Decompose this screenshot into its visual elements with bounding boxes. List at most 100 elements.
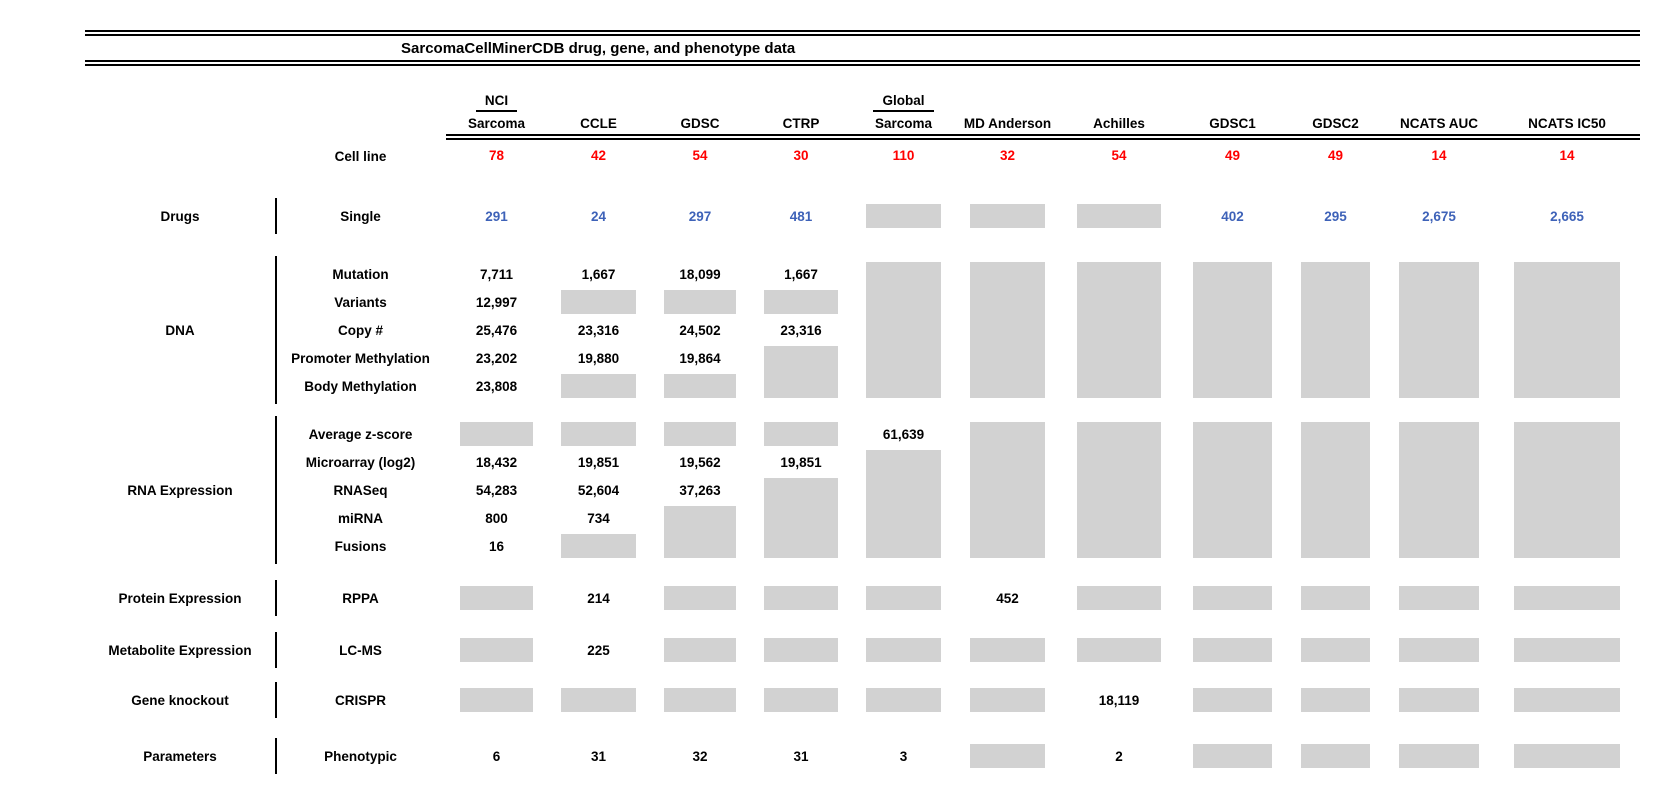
value-cell: 52,604 bbox=[577, 482, 620, 498]
data-unavailable-box bbox=[1399, 262, 1479, 398]
data-unavailable-box bbox=[969, 638, 1046, 662]
category-label: Parameters bbox=[143, 748, 217, 764]
column-header-ccle: CCLE bbox=[580, 116, 617, 132]
title-bottom-rule bbox=[85, 60, 1640, 66]
value-cell: 2,665 bbox=[1550, 208, 1584, 224]
column-header-sarcoma: Sarcoma bbox=[874, 116, 933, 132]
category-divider bbox=[275, 632, 277, 668]
section-drugs: Drugs Single 291 24 297 481 402 295 2,675 2,665 bbox=[85, 198, 1640, 234]
category-label: Protein Expression bbox=[118, 590, 242, 606]
value-cell: 19,562 bbox=[679, 454, 721, 470]
data-unavailable-box bbox=[561, 374, 636, 398]
value-cell: 61,639 bbox=[882, 426, 925, 442]
column-header-gdsc2: GDSC2 bbox=[1312, 116, 1359, 132]
value-cell: 31 bbox=[793, 748, 809, 764]
cell-line-count: 49 bbox=[1327, 147, 1344, 163]
data-unavailable-box bbox=[764, 346, 838, 398]
data-unavailable-box bbox=[866, 204, 941, 228]
column-group-underline: NCI bbox=[475, 93, 518, 112]
column-header-gdsc1: GDSC1 bbox=[1209, 116, 1256, 132]
column-header-gdsc: GDSC bbox=[680, 116, 720, 132]
category-label: DNA bbox=[165, 322, 195, 338]
value-cell: 31 bbox=[590, 748, 607, 764]
value-cell: 16 bbox=[488, 538, 505, 554]
data-unavailable-box bbox=[561, 534, 636, 558]
row-label: Mutation bbox=[332, 266, 389, 282]
data-unavailable-box bbox=[1399, 638, 1479, 662]
data-unavailable-box bbox=[1300, 688, 1371, 712]
data-unavailable-box bbox=[561, 422, 636, 446]
data-unavailable-box bbox=[866, 586, 941, 610]
row-label: LC-MS bbox=[339, 642, 382, 658]
data-unavailable-box bbox=[1399, 744, 1479, 768]
data-unavailable-box bbox=[1193, 586, 1272, 610]
data-unavailable-box bbox=[460, 586, 533, 610]
page-title: SarcomaCellMinerCDB drug, gene, and phen… bbox=[401, 39, 796, 57]
data-unavailable-box bbox=[1300, 638, 1371, 662]
data-unavailable-box bbox=[460, 638, 533, 662]
value-cell: 23,316 bbox=[780, 322, 822, 338]
category-divider bbox=[275, 738, 277, 774]
value-cell: 19,864 bbox=[679, 350, 721, 366]
data-unavailable-box bbox=[1076, 422, 1162, 558]
data-unavailable-box bbox=[866, 688, 941, 712]
column-header-achilles: Achilles bbox=[1093, 116, 1145, 132]
cell-line-count: 49 bbox=[1224, 147, 1241, 163]
data-unavailable-box bbox=[1193, 638, 1272, 662]
column-group-label-global: Global bbox=[852, 90, 955, 112]
category-divider bbox=[275, 580, 277, 616]
value-cell: 291 bbox=[485, 208, 508, 224]
data-unavailable-box bbox=[764, 290, 838, 314]
value-cell: 18,099 bbox=[679, 266, 721, 282]
data-unavailable-box bbox=[1193, 744, 1272, 768]
row-label: Body Methylation bbox=[304, 378, 417, 394]
value-cell: 452 bbox=[996, 590, 1019, 606]
row-label: Phenotypic bbox=[324, 748, 397, 764]
value-cell: 18,119 bbox=[1098, 692, 1140, 708]
cell-line-count: 42 bbox=[590, 147, 607, 163]
data-unavailable-box bbox=[866, 262, 941, 398]
value-cell: 402 bbox=[1221, 208, 1244, 224]
data-unavailable-box bbox=[1399, 586, 1479, 610]
data-unavailable-box bbox=[1076, 262, 1162, 398]
row-label: Fusions bbox=[334, 538, 387, 554]
value-cell: 32 bbox=[692, 748, 708, 764]
data-unavailable-box bbox=[1300, 422, 1371, 558]
data-unavailable-box bbox=[969, 744, 1046, 768]
data-unavailable-box bbox=[1514, 422, 1620, 558]
data-unavailable-box bbox=[460, 688, 533, 712]
cell-line-count: 78 bbox=[488, 147, 505, 163]
category-label: Metabolite Expression bbox=[108, 642, 252, 658]
row-label: Promoter Methylation bbox=[291, 350, 430, 366]
header-grid: Cell line NCI Sarcoma 78 CCLE 42 GDSC 54 CTRP 30… bbox=[85, 90, 1640, 170]
data-unavailable-box bbox=[1300, 744, 1371, 768]
value-cell: 37,263 bbox=[679, 482, 721, 498]
column-header-ctrp: CTRP bbox=[782, 116, 820, 132]
section-rna-expression: RNA Expression Average z-score 61,639 Micro… bbox=[85, 416, 1640, 564]
value-cell: 19,880 bbox=[577, 350, 620, 366]
value-cell: 18,432 bbox=[475, 454, 518, 470]
value-cell: 225 bbox=[587, 642, 610, 658]
cell-line-count: 54 bbox=[692, 147, 708, 163]
row-label: Microarray (log2) bbox=[305, 454, 416, 470]
category-divider bbox=[275, 198, 277, 234]
column-header-md-anderson: MD Anderson bbox=[963, 116, 1052, 132]
category-label: Drugs bbox=[160, 208, 200, 224]
data-unavailable-box bbox=[664, 688, 736, 712]
sarcoma-cellminer-table: SarcomaCellMinerCDB drug, gene, and phen… bbox=[85, 30, 1640, 774]
section-protein-expression: Protein Expression RPPA 214 452 bbox=[85, 580, 1640, 616]
data-unavailable-box bbox=[969, 422, 1046, 558]
data-unavailable-box bbox=[1514, 688, 1620, 712]
data-unavailable-box bbox=[664, 506, 736, 558]
category-label: Gene knockout bbox=[131, 692, 229, 708]
value-cell: 23,316 bbox=[577, 322, 620, 338]
value-cell: 734 bbox=[587, 510, 610, 526]
data-unavailable-box bbox=[1193, 262, 1272, 398]
data-unavailable-box bbox=[664, 586, 736, 610]
data-unavailable-box bbox=[1076, 586, 1162, 610]
category-divider bbox=[275, 256, 277, 404]
cell-line-label: Cell line bbox=[334, 148, 387, 164]
data-unavailable-box bbox=[969, 688, 1046, 712]
column-header-ncats-auc: NCATS AUC bbox=[1400, 116, 1478, 132]
row-label: Copy # bbox=[337, 322, 383, 338]
